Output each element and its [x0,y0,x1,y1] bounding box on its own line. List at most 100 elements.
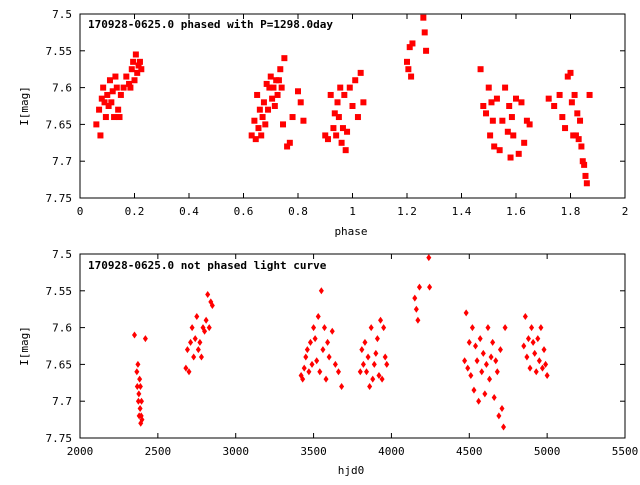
data-point [574,110,581,117]
data-point [416,283,422,291]
data-point [480,349,486,357]
data-point [271,103,278,109]
data-point [97,132,104,139]
data-point [322,132,329,139]
data-point [126,80,133,87]
data-point [581,161,588,168]
data-point [421,29,428,36]
data-point [252,136,259,143]
data-point [473,342,479,350]
data-point [367,382,373,390]
data-point [112,73,119,80]
data-point [330,125,337,132]
data-point [262,121,269,128]
data-point [487,132,494,139]
x-tick-label: 0.4 [179,205,199,218]
data-point [523,117,530,124]
data-point [323,375,329,383]
data-point [135,62,142,69]
data-point [535,335,541,343]
x-tick-label: 0.6 [234,205,254,218]
data-point [186,368,192,376]
data-point [525,335,531,343]
data-point [374,335,380,343]
data-point [205,290,211,298]
data-point [194,313,200,321]
data-point [314,357,320,365]
data-point [532,349,538,357]
x-axis-label: phase [334,225,367,238]
data-point [406,44,413,51]
data-point [409,40,416,47]
data-point [562,125,569,132]
data-point [502,324,508,332]
y-tick-label: 7.6 [52,322,72,335]
x-tick-label: 1.4 [452,205,472,218]
data-point [579,158,586,165]
data-point [286,139,293,146]
data-point [254,91,261,98]
data-point [303,353,309,361]
data-point [325,338,331,346]
y-tick-label: 7.5 [52,248,72,261]
data-point [195,346,201,354]
data-point [132,51,139,58]
data-point [332,360,338,368]
data-point [521,342,527,350]
data-point [248,132,255,139]
data-point [100,84,107,91]
data-point [127,84,134,91]
data-points [93,14,593,187]
data-point [104,91,111,98]
data-point [489,117,496,124]
x-axis-label: hjd0 [338,464,365,477]
data-point [101,99,108,106]
data-point [274,91,281,98]
data-point [278,84,285,91]
data-point [533,368,539,376]
data-point [307,338,313,346]
data-point [370,375,376,383]
phased-light-curve-chart: 170928-0625.0 phased with P=1298.0day ph… [18,8,628,238]
data-point [508,114,515,121]
data-point [462,357,468,365]
data-point [315,313,321,321]
data-point [541,346,547,354]
data-point [203,316,209,324]
y-tick-label: 7.6 [52,82,72,95]
data-point [269,95,276,102]
data-point [300,117,307,124]
data-point [567,69,574,76]
data-point [477,66,484,73]
data-point [381,324,387,332]
data-point [415,316,421,324]
data-point [420,14,427,21]
y-tick-label: 7.75 [46,192,73,205]
data-point [139,416,145,424]
x-tick-label: 2000 [67,445,94,458]
y-tick-label: 7.65 [46,118,73,131]
data-point [568,99,575,106]
data-point [135,360,141,368]
y-axis-label: I[mag] [18,326,31,366]
y-tick-label: 7.7 [52,155,72,168]
data-point [360,360,366,368]
data-point [209,302,215,310]
x-tick-label: 4500 [456,445,483,458]
data-point [491,394,497,402]
data-point [469,324,475,332]
data-point [427,283,433,291]
data-point [408,73,415,80]
data-point [354,114,361,121]
data-point [349,103,356,109]
data-point [102,114,109,121]
data-point [524,353,530,361]
data-point [578,143,585,150]
data-point [123,73,130,80]
data-point [131,77,138,84]
data-point [502,84,509,91]
data-point [572,132,579,139]
data-point [326,353,332,361]
data-point [468,371,474,379]
